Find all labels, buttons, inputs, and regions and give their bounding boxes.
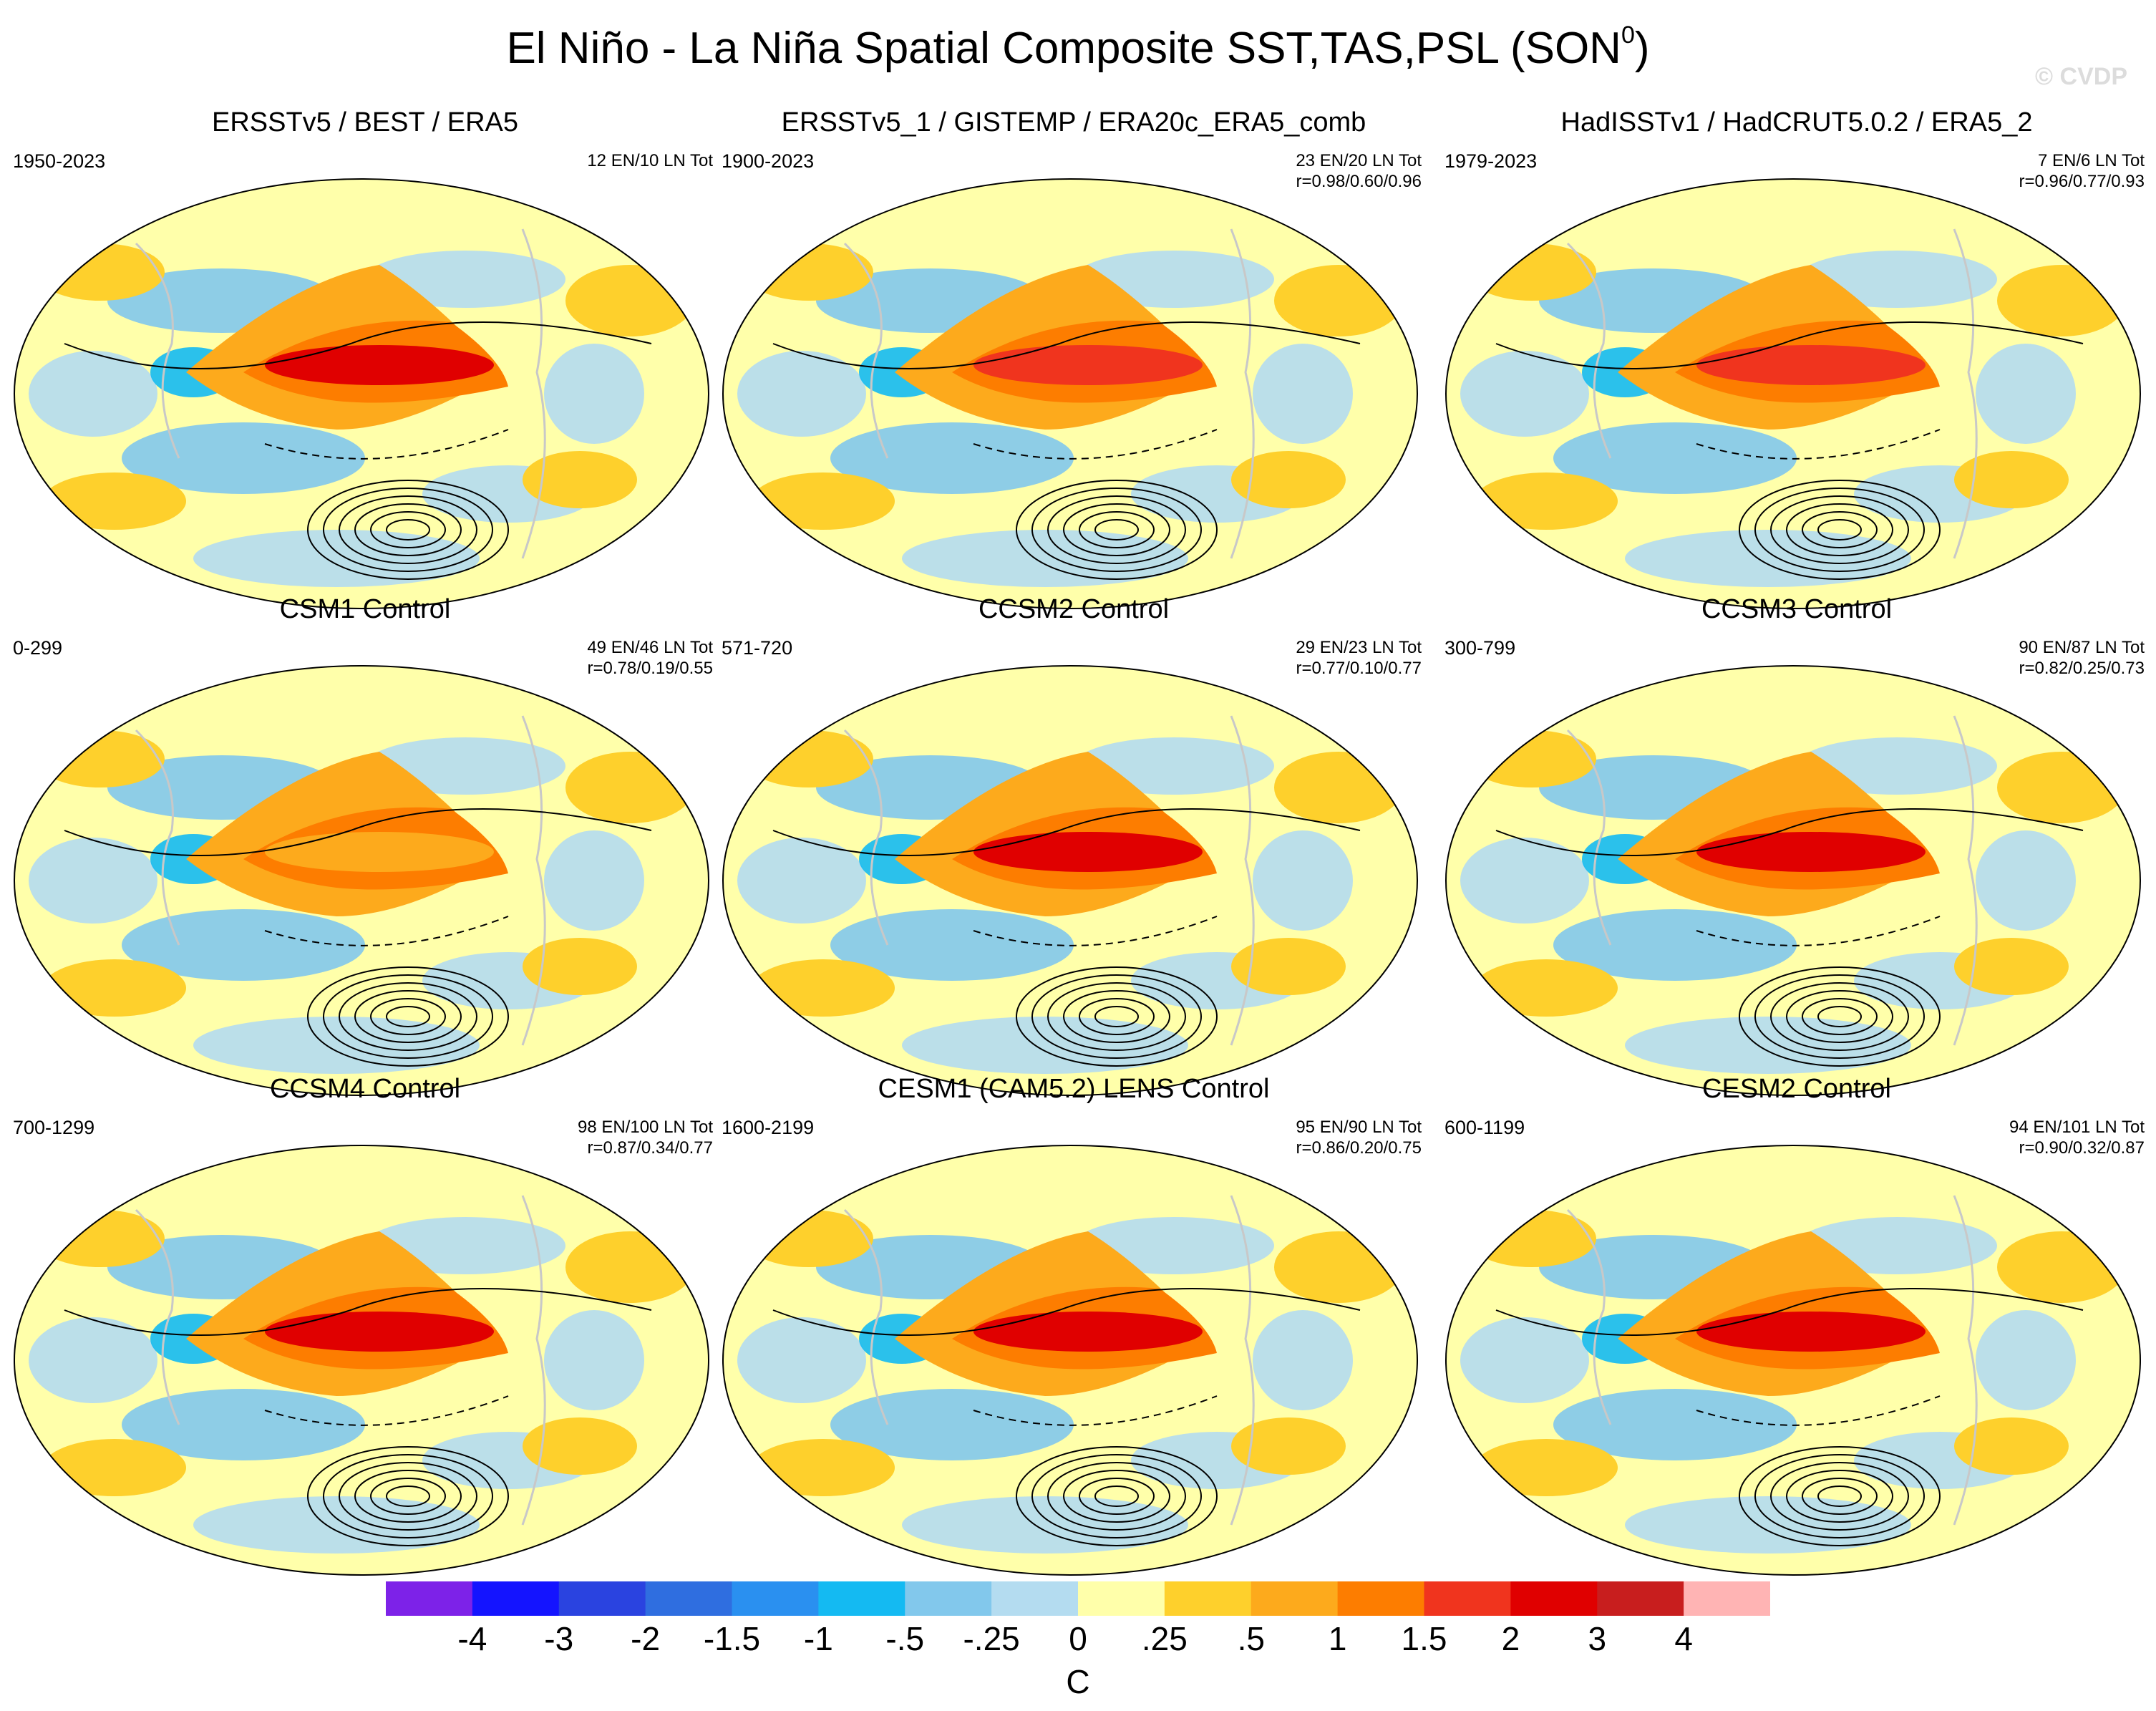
map-globe bbox=[722, 1145, 1418, 1576]
panel-years: 1979-2023 bbox=[1444, 150, 1538, 172]
colorbar-swatch bbox=[1251, 1581, 1339, 1616]
panel-years: 1900-2023 bbox=[722, 150, 815, 172]
colorbar-unit: C bbox=[1066, 1663, 1090, 1700]
map-panel-1: ERSSTv5 / BEST / ERA5 1950-2023 12 EN/10 L… bbox=[7, 107, 723, 630]
colorbar-tick: .25 bbox=[1141, 1620, 1188, 1657]
map-panel-4: CSM1 Control 0-299 49 EN/46 LN Tot r=0.78/0… bbox=[7, 594, 723, 1117]
panel-event-counts: 7 EN/6 LN Tot bbox=[2038, 151, 2145, 170]
map-globe bbox=[14, 1145, 709, 1576]
colorbar-swatch bbox=[472, 1581, 560, 1616]
panel-title: CESM2 Control bbox=[1702, 1074, 1891, 1104]
colorbar-tick: -.25 bbox=[963, 1620, 1020, 1657]
map-globe bbox=[14, 178, 709, 609]
colorbar-tick: -2 bbox=[631, 1620, 661, 1657]
panel-years: 0-299 bbox=[13, 637, 63, 659]
map-panel-7: CCSM4 Control 700-1299 98 EN/100 LN Tot r=0… bbox=[7, 1074, 723, 1596]
panel-title: HadISSTv1 / HadCRUT5.0.2 / ERA5_2 bbox=[1560, 107, 2033, 137]
colorbar-tick: -3 bbox=[544, 1620, 574, 1657]
colorbar-swatch bbox=[905, 1581, 992, 1616]
colorbar-tick: -1 bbox=[803, 1620, 833, 1657]
colorbar-tick: 4 bbox=[1674, 1620, 1693, 1657]
panel-years: 1950-2023 bbox=[13, 150, 106, 172]
title-close: ) bbox=[1634, 24, 1650, 73]
panel-title: CCSM2 Control bbox=[978, 594, 1170, 624]
map-panel-6: CCSM3 Control 300-799 90 EN/87 LN Tot r=0.8… bbox=[1439, 594, 2155, 1117]
colorbar-swatch bbox=[1424, 1581, 1511, 1616]
panel-title: ERSSTv5 / BEST / ERA5 bbox=[211, 107, 518, 137]
panel-title: CCSM3 Control bbox=[1701, 594, 1893, 624]
panel-pattern-correlation: r=0.77/0.10/0.77 bbox=[1296, 659, 1422, 678]
panel-title: CCSM4 Control bbox=[269, 1074, 461, 1104]
panel-event-counts: 90 EN/87 LN Tot bbox=[2019, 638, 2145, 657]
colorbar-swatch bbox=[386, 1581, 473, 1616]
colorbar-swatch bbox=[1337, 1581, 1424, 1616]
colorbar-tick: 0 bbox=[1069, 1620, 1087, 1657]
panel-years: 600-1199 bbox=[1444, 1117, 1525, 1138]
map-globe bbox=[722, 665, 1418, 1096]
colorbar-swatch bbox=[1510, 1581, 1598, 1616]
colorbar-tick: -4 bbox=[457, 1620, 487, 1657]
colorbar-swatch bbox=[645, 1581, 732, 1616]
colorbar-tick: .5 bbox=[1237, 1620, 1265, 1657]
colorbar-swatch bbox=[732, 1581, 819, 1616]
map-panel-9: CESM2 Control 600-1199 94 EN/101 LN Tot r=0… bbox=[1439, 1074, 2155, 1596]
figure-title: El Niño - La Niña Spatial Composite SST,… bbox=[0, 21, 2156, 74]
panel-pattern-correlation: r=0.98/0.60/0.96 bbox=[1296, 172, 1422, 191]
colorbar-swatch bbox=[1078, 1581, 1165, 1616]
map-globe bbox=[1445, 178, 2141, 609]
panel-event-counts: 49 EN/46 LN Tot bbox=[587, 638, 713, 657]
map-panel-2: ERSSTv5_1 / GISTEMP / ERA20c_ERA5_comb 19… bbox=[716, 107, 1432, 630]
panel-event-counts: 29 EN/23 LN Tot bbox=[1296, 638, 1422, 657]
colorbar-swatch bbox=[1684, 1581, 1770, 1616]
colorbar-tick: 2 bbox=[1501, 1620, 1520, 1657]
title-superscript: 0 bbox=[1621, 21, 1635, 49]
colorbar bbox=[386, 1581, 1770, 1616]
map-globe bbox=[1445, 1145, 2141, 1576]
panel-years: 571-720 bbox=[722, 637, 793, 659]
panel-title: CSM1 Control bbox=[279, 594, 451, 624]
panel-years: 1600-2199 bbox=[722, 1117, 815, 1138]
colorbar-swatch bbox=[558, 1581, 646, 1616]
title-text: El Niño - La Niña Spatial Composite SST,… bbox=[506, 24, 1621, 73]
colorbar-swatch bbox=[1597, 1581, 1684, 1616]
map-globe bbox=[14, 665, 709, 1096]
colorbar-swatch bbox=[991, 1581, 1079, 1616]
map-panel-8: CESM1 (CAM5.2) LENS Control 1600-2199 95 E… bbox=[716, 1074, 1432, 1596]
colorbar-tick: 3 bbox=[1588, 1620, 1607, 1657]
map-panel-3: HadISSTv1 / HadCRUT5.0.2 / ERA5_2 1979-20… bbox=[1439, 107, 2155, 630]
panel-title: CESM1 (CAM5.2) LENS Control bbox=[878, 1074, 1270, 1104]
cvdp-watermark: © CVDP bbox=[2035, 63, 2127, 90]
map-globe bbox=[1445, 665, 2141, 1096]
panel-event-counts: 94 EN/101 LN Tot bbox=[2009, 1118, 2145, 1137]
panel-event-counts: 95 EN/90 LN Tot bbox=[1296, 1118, 1422, 1137]
panel-event-counts: 12 EN/10 LN Tot bbox=[587, 151, 713, 170]
panel-pattern-correlation: r=0.86/0.20/0.75 bbox=[1296, 1138, 1422, 1158]
colorbar-swatch bbox=[818, 1581, 905, 1616]
colorbar-tick: 1 bbox=[1328, 1620, 1347, 1657]
panel-title: ERSSTv5_1 / GISTEMP / ERA20c_ERA5_comb bbox=[781, 107, 1366, 137]
colorbar-tick: 1.5 bbox=[1401, 1620, 1447, 1657]
colorbar-tick: -.5 bbox=[885, 1620, 925, 1657]
map-panel-5: CCSM2 Control 571-720 29 EN/23 LN Tot r=0.7… bbox=[716, 594, 1432, 1117]
panel-years: 300-799 bbox=[1444, 637, 1516, 659]
panel-pattern-correlation: r=0.87/0.34/0.77 bbox=[587, 1138, 713, 1158]
panel-pattern-correlation: r=0.78/0.19/0.55 bbox=[587, 659, 713, 678]
panel-pattern-correlation: r=0.96/0.77/0.93 bbox=[2019, 172, 2145, 191]
panel-years: 700-1299 bbox=[13, 1117, 95, 1138]
colorbar-tick: -1.5 bbox=[703, 1620, 761, 1657]
map-globe bbox=[722, 178, 1418, 609]
panel-pattern-correlation: r=0.90/0.32/0.87 bbox=[2019, 1138, 2145, 1158]
colorbar-swatch bbox=[1164, 1581, 1252, 1616]
panel-event-counts: 98 EN/100 LN Tot bbox=[577, 1118, 713, 1137]
panel-pattern-correlation: r=0.82/0.25/0.73 bbox=[2019, 659, 2145, 678]
panel-event-counts: 23 EN/20 LN Tot bbox=[1296, 151, 1422, 170]
